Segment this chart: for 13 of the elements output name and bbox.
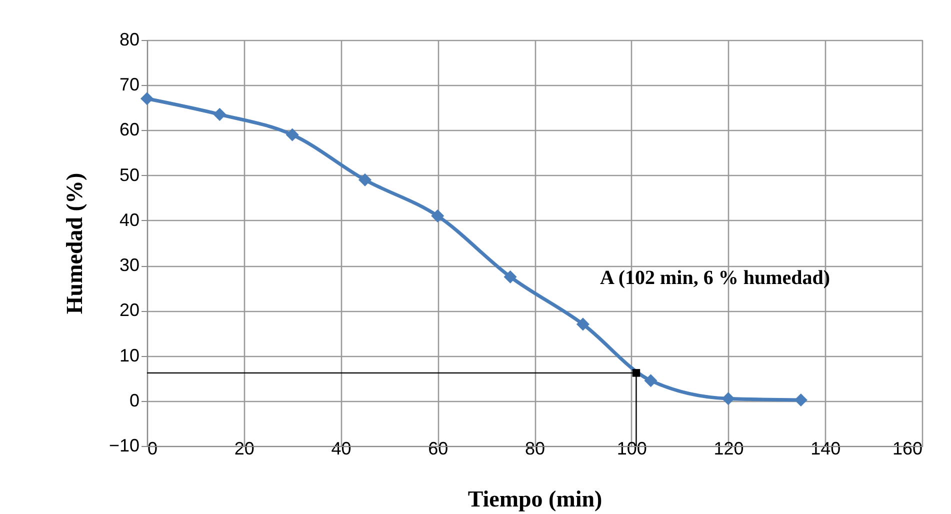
y-tick-label: −10 [108, 436, 140, 456]
y-tick-label: 30 [119, 255, 140, 276]
y-tick-label: 50 [119, 164, 140, 185]
y-axis-title: Humedad (%) [62, 172, 87, 314]
y-tick-label: 60 [119, 120, 140, 140]
y-tick-label: 0 [129, 390, 140, 410]
y-tick-label: 40 [119, 210, 140, 230]
y-tick-label: 70 [119, 74, 140, 95]
x-axis-title: Tiempo (min) [468, 486, 602, 512]
y-tick-label: 80 [119, 30, 140, 50]
annotation: A (102 min, 6 % humedad) [600, 267, 830, 289]
y-tick-label: 20 [119, 300, 140, 320]
y-tick-label: 10 [119, 345, 140, 366]
